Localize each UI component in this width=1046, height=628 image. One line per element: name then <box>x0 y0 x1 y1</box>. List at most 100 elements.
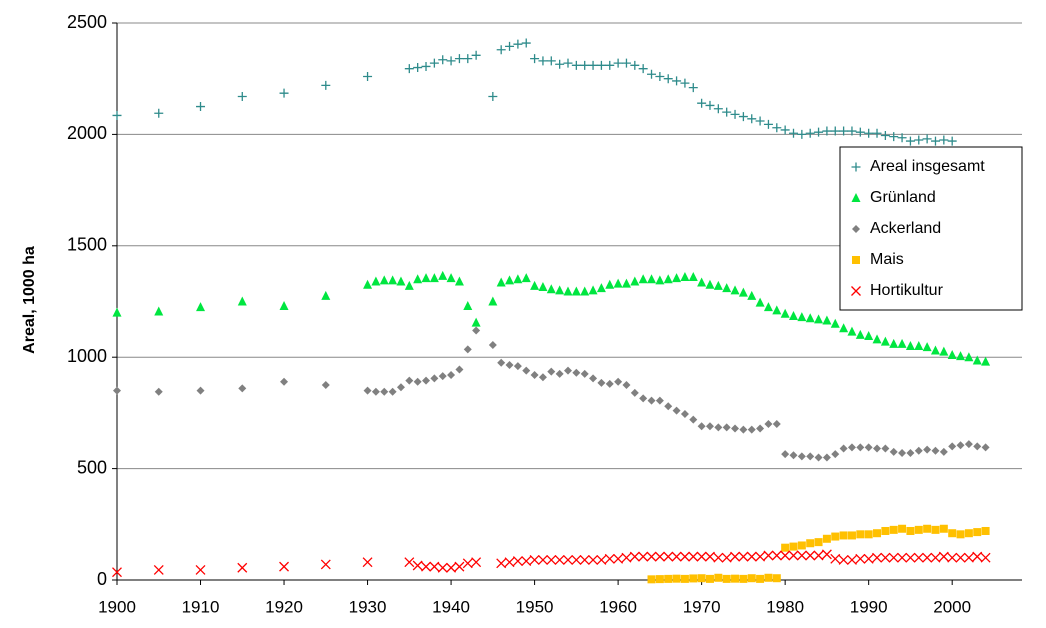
marker <box>689 415 698 424</box>
marker <box>580 286 590 296</box>
marker <box>154 306 164 316</box>
legend-label: Areal insgesamt <box>870 158 985 175</box>
x-tick-label: 1930 <box>349 597 387 616</box>
marker <box>629 551 640 562</box>
marker <box>513 274 523 284</box>
marker <box>363 279 373 289</box>
marker <box>664 402 673 411</box>
marker <box>405 376 414 385</box>
marker <box>847 554 857 565</box>
marker <box>922 342 932 352</box>
marker <box>721 552 732 563</box>
marker <box>195 565 206 575</box>
marker <box>530 371 539 380</box>
marker <box>446 562 457 573</box>
marker <box>596 283 606 293</box>
marker <box>647 69 657 79</box>
marker <box>555 369 564 378</box>
marker <box>722 107 732 117</box>
marker <box>713 552 724 563</box>
marker <box>513 362 522 371</box>
marker <box>496 558 507 569</box>
marker <box>863 553 874 564</box>
marker <box>856 530 865 539</box>
marker <box>680 78 690 88</box>
marker <box>153 565 164 575</box>
marker <box>488 92 498 102</box>
marker <box>564 366 572 375</box>
marker <box>981 443 990 452</box>
marker <box>537 554 548 565</box>
marker <box>647 396 656 405</box>
marker <box>797 452 806 461</box>
marker <box>747 290 757 300</box>
marker <box>280 377 289 386</box>
marker <box>688 271 698 281</box>
marker <box>789 310 798 320</box>
marker <box>839 323 849 333</box>
marker <box>321 80 331 90</box>
marker <box>731 424 740 433</box>
marker <box>713 280 723 290</box>
marker <box>571 554 582 565</box>
marker <box>889 132 899 142</box>
marker <box>505 41 515 51</box>
marker <box>830 553 841 564</box>
marker <box>905 341 915 351</box>
marker <box>422 376 431 385</box>
marker <box>455 365 464 374</box>
marker <box>705 279 715 289</box>
marker <box>621 58 631 68</box>
marker <box>362 557 373 568</box>
marker <box>237 296 247 306</box>
marker <box>948 442 957 451</box>
marker <box>814 538 823 547</box>
marker <box>964 440 973 449</box>
marker <box>747 574 756 583</box>
x-tick-label: 1980 <box>766 597 804 616</box>
marker <box>112 110 122 120</box>
marker <box>730 109 740 119</box>
marker <box>363 71 373 81</box>
marker <box>764 420 773 429</box>
marker <box>897 133 907 143</box>
marker <box>462 558 473 569</box>
legend-label: Ackerland <box>870 220 941 237</box>
marker <box>797 129 807 139</box>
marker <box>814 127 824 137</box>
marker <box>864 331 874 341</box>
marker <box>447 371 456 380</box>
marker <box>822 126 832 136</box>
marker <box>739 425 748 434</box>
marker <box>630 60 640 70</box>
marker <box>697 277 707 287</box>
marker <box>838 554 849 565</box>
marker <box>697 574 706 583</box>
marker <box>722 423 731 432</box>
marker <box>755 116 765 126</box>
marker <box>154 387 163 396</box>
marker <box>830 126 840 136</box>
marker <box>680 410 689 419</box>
marker <box>655 396 664 405</box>
marker <box>471 557 482 568</box>
marker <box>496 277 506 287</box>
marker <box>873 529 882 538</box>
marker <box>914 446 923 455</box>
marker <box>504 557 515 568</box>
marker <box>546 284 556 294</box>
marker <box>680 574 689 583</box>
marker <box>563 286 573 296</box>
marker <box>538 56 548 66</box>
marker <box>822 315 832 325</box>
marker <box>671 551 682 562</box>
marker <box>852 225 860 233</box>
marker <box>588 60 598 70</box>
marker <box>404 64 414 74</box>
marker <box>438 55 448 65</box>
marker <box>855 329 865 339</box>
y-tick-label: 1000 <box>67 346 107 366</box>
marker <box>905 552 916 563</box>
marker <box>789 542 798 551</box>
marker <box>738 551 749 562</box>
